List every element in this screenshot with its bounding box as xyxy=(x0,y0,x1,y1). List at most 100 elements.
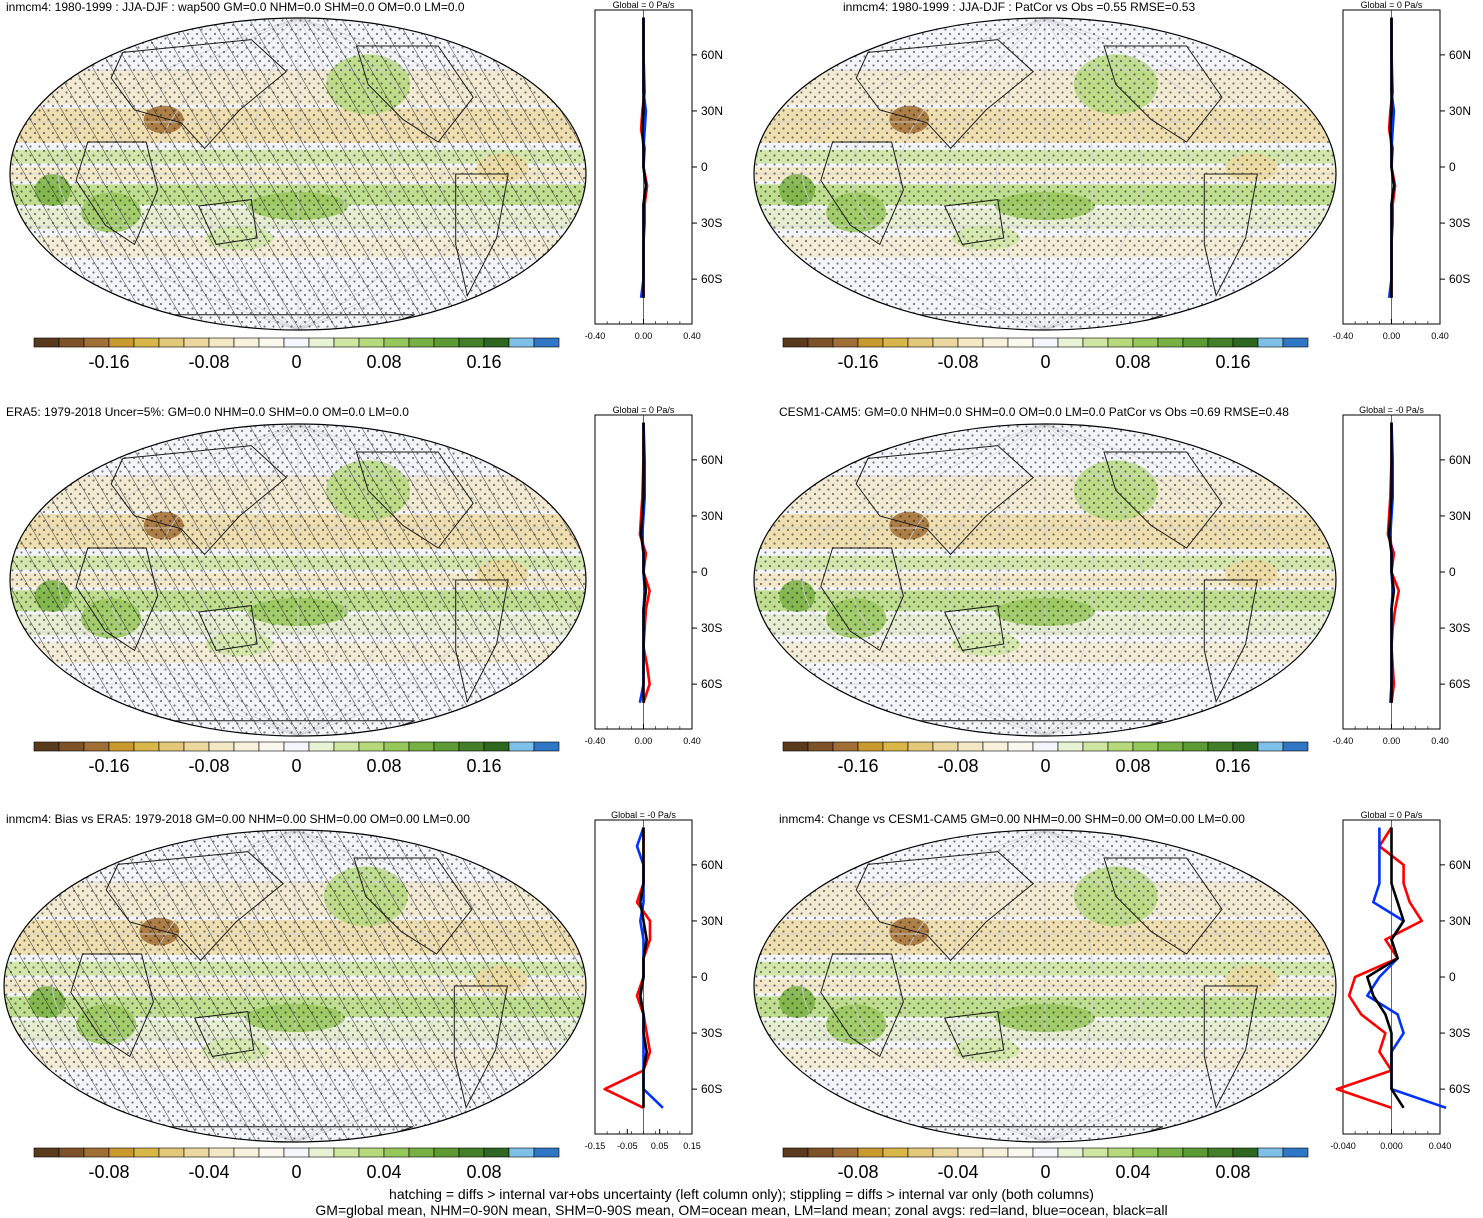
lat-tick-label: 30N xyxy=(701,914,723,928)
colorbar-swatch xyxy=(1257,741,1284,752)
map-field xyxy=(754,18,1336,330)
colorbar-swatch xyxy=(308,1147,335,1158)
lat-tick-label: 0 xyxy=(1449,565,1456,579)
colorbar-swatch xyxy=(133,337,160,348)
colorbar-swatch xyxy=(233,337,260,348)
x-tick-label: -0.40 xyxy=(585,736,606,746)
colorbar-tick-label: 0.08 xyxy=(1215,1162,1250,1182)
colorbar-tick-label: -0.08 xyxy=(188,352,229,372)
map-plot xyxy=(753,423,1337,737)
colorbar-tick-label: 0.08 xyxy=(466,1162,501,1182)
map-plot xyxy=(9,17,587,331)
colorbar-swatch xyxy=(1082,337,1109,348)
colorbar-swatch xyxy=(358,741,385,752)
lat-tick-label: 30N xyxy=(1449,509,1471,523)
colorbar-swatch xyxy=(83,741,110,752)
colorbar-swatch xyxy=(333,337,360,348)
lat-tick-label: 60S xyxy=(701,272,722,286)
colorbar-swatch xyxy=(58,1147,85,1158)
colorbar-swatch xyxy=(1032,337,1059,348)
footer-note-1: hatching = diffs > internal var+obs unce… xyxy=(389,1186,1094,1202)
colorbar-swatch xyxy=(1182,1147,1209,1158)
zonal-mean-plot: Global = 0 Pa/s 60N 30N 0 30S 60S -0.40 0.00 0.4… xyxy=(1333,0,1471,341)
lat-tick-label: 60N xyxy=(1449,453,1471,467)
lat-tick-label: 30S xyxy=(701,216,722,230)
zonal-all-line xyxy=(639,422,648,703)
colorbar-swatch xyxy=(258,1147,285,1158)
colorbar-swatch xyxy=(233,741,260,752)
lat-tick-label: 0 xyxy=(1449,970,1456,984)
map-field xyxy=(10,424,586,736)
colorbar-swatch xyxy=(333,741,360,752)
lat-tick-label: 30S xyxy=(701,1026,722,1040)
colorbar-swatch xyxy=(533,337,560,348)
colorbar-swatch xyxy=(483,337,510,348)
lat-tick-label: 30S xyxy=(1449,1026,1470,1040)
colorbar-swatch xyxy=(807,337,834,348)
zonal-header: Global = -0 Pa/s xyxy=(1359,405,1424,415)
zonal-all-line xyxy=(1389,17,1396,298)
zonal-land-line xyxy=(1335,826,1424,1110)
zonal-header: Global = 0 Pa/s xyxy=(613,405,675,415)
zonal-mean-plot: Global = -0 Pa/s 60N 30N 0 30S 60S -0.40 0.00 0.… xyxy=(1333,405,1471,746)
x-tick-label: -0.040 xyxy=(1330,1141,1356,1151)
colorbar-swatch xyxy=(158,741,185,752)
colorbar-swatch xyxy=(208,1147,235,1158)
colorbar-swatch xyxy=(433,337,460,348)
colorbar-swatch xyxy=(907,741,934,752)
lat-tick-label: 30S xyxy=(1449,216,1470,230)
x-tick-label: 0.40 xyxy=(1431,331,1449,341)
colorbar-swatch xyxy=(1157,1147,1184,1158)
panel-title: ERA5: 1979-2018 Uncer=5%: GM=0.0 NHM=0.0… xyxy=(6,405,409,419)
x-tick-label: 0.40 xyxy=(1431,736,1449,746)
colorbar-swatch xyxy=(1282,741,1309,752)
colorbar-swatch xyxy=(1132,337,1159,348)
colorbar-swatch xyxy=(882,741,909,752)
map-border xyxy=(9,17,587,331)
colorbar-swatch xyxy=(533,1147,560,1158)
colorbar-swatch xyxy=(208,741,235,752)
map-border xyxy=(753,829,1337,1143)
colorbar-swatch xyxy=(408,1147,435,1158)
map-border xyxy=(3,829,587,1143)
panel-title: inmcm4: Change vs CESM1-CAM5 GM=0.00 NHM… xyxy=(779,812,1245,826)
colorbar-swatch xyxy=(283,741,310,752)
colorbar-swatch xyxy=(1207,337,1234,348)
lat-tick-label: 0 xyxy=(701,160,708,174)
colorbar-swatch xyxy=(1107,741,1134,752)
map-plot xyxy=(3,829,587,1143)
colorbar-swatch xyxy=(957,741,984,752)
colorbar-tick-label: 0 xyxy=(291,352,301,372)
colorbar-tick-label: -0.16 xyxy=(88,756,129,776)
x-tick-label: 0.00 xyxy=(635,736,653,746)
lat-tick-label: 60S xyxy=(701,1082,722,1096)
colorbar-swatch xyxy=(1207,741,1234,752)
colorbar-tick-label: 0 xyxy=(291,1162,301,1182)
colorbar-tick-label: 0 xyxy=(1040,352,1050,372)
colorbar-tick-label: -0.08 xyxy=(837,1162,878,1182)
colorbar-swatch xyxy=(83,1147,110,1158)
colorbar-swatch xyxy=(832,1147,859,1158)
colorbar-tick-label: 0.04 xyxy=(1115,1162,1150,1182)
map-plot xyxy=(753,829,1337,1143)
colorbar-swatch xyxy=(333,1147,360,1158)
colorbar-swatch xyxy=(907,337,934,348)
x-tick-label: 0.00 xyxy=(1383,736,1401,746)
lat-tick-label: 0 xyxy=(1449,160,1456,174)
lat-tick-label: 30N xyxy=(1449,914,1471,928)
colorbar: -0.16 -0.08 0 0.08 0.16 xyxy=(782,741,1309,776)
zonal-ocean-line xyxy=(635,827,664,1109)
colorbar-swatch xyxy=(433,741,460,752)
colorbar-swatch xyxy=(1157,741,1184,752)
colorbar-swatch xyxy=(857,1147,884,1158)
lat-tick-label: 60N xyxy=(1449,858,1471,872)
colorbar-swatch xyxy=(1082,1147,1109,1158)
lat-tick-label: 60S xyxy=(1449,272,1470,286)
colorbar-swatch xyxy=(957,337,984,348)
colorbar-swatch xyxy=(108,1147,135,1158)
colorbar-swatch xyxy=(832,337,859,348)
map-border xyxy=(9,423,587,737)
lat-tick-label: 30S xyxy=(701,621,722,635)
panel-title: inmcm4: 1980-1999 : JJA-DJF : PatCor vs … xyxy=(843,0,1196,14)
colorbar-swatch xyxy=(258,741,285,752)
